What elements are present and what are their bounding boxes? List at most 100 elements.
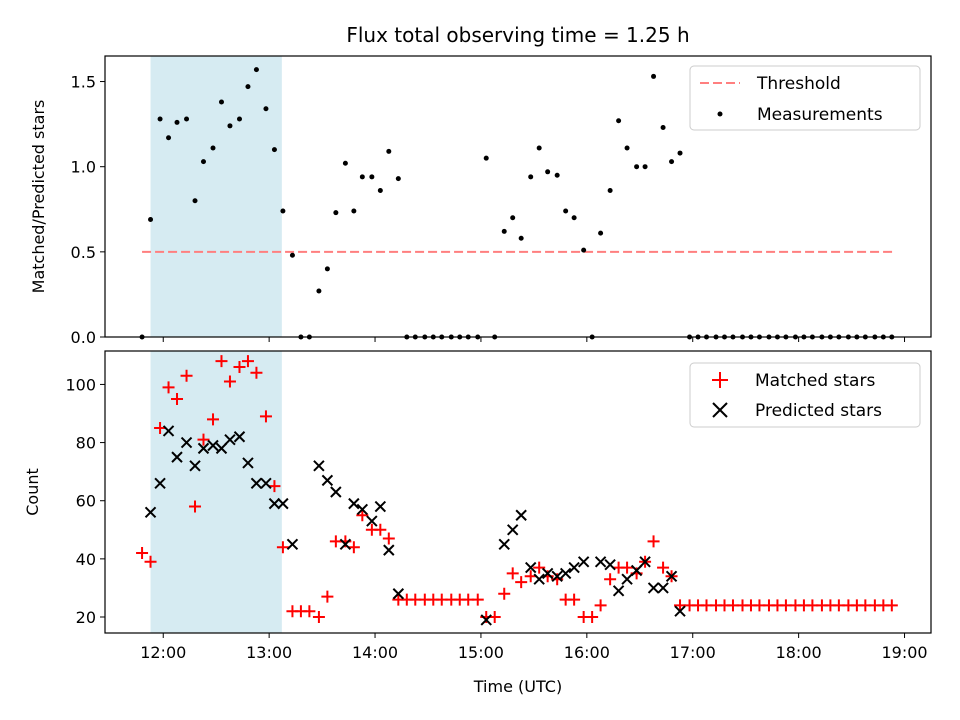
matched-star-point [303, 605, 316, 618]
matched-star-point [594, 599, 607, 612]
measurement-point [174, 119, 180, 125]
matched-star-point [568, 593, 581, 606]
measurement-point [200, 159, 206, 165]
predicted-star-point [189, 460, 201, 472]
predicted-stars-points [144, 425, 686, 626]
x-axis-label: Time (UTC) [473, 677, 562, 696]
matched-star-point [241, 355, 254, 368]
predicted-star-point [250, 477, 263, 489]
matched-star-point [312, 611, 325, 624]
measurement-point [236, 116, 242, 122]
measurement-point [386, 148, 392, 154]
matched-star-point [488, 611, 501, 624]
measurement-point [369, 174, 375, 180]
measurement-point [263, 106, 269, 112]
predicted-star-point [568, 561, 580, 574]
x-tick-label: 18:00 [776, 643, 822, 662]
measurement-point [607, 188, 613, 194]
measurement-point [642, 164, 648, 170]
count-axes-frame [104, 350, 932, 634]
ratio-y-ticks: 0.0 0.5 1.0 1.5 [71, 73, 105, 347]
predicted-legend-swatch [712, 402, 728, 418]
measurement-point [184, 116, 190, 122]
measurement-point [545, 169, 551, 175]
threshold-legend-label: Threshold [756, 74, 841, 94]
matched-star-point [321, 590, 334, 603]
matched-star-point [524, 570, 537, 583]
y-tick-label: 1.0 [71, 158, 96, 177]
matched-star-point [197, 433, 210, 446]
measurement-point [669, 159, 675, 165]
predicted-star-point [277, 497, 289, 510]
ratio-legend: Threshold Measurements [689, 65, 921, 131]
measurement-point [616, 118, 622, 124]
predicted-star-point [321, 474, 334, 487]
predicted-star-point [525, 561, 537, 574]
observing-window-span [150, 56, 282, 337]
measurement-point [563, 208, 569, 214]
matched-star-point [533, 561, 546, 574]
count-y-ticks: 20 40 60 80 100 [65, 375, 105, 627]
measurement-point [210, 145, 216, 151]
measurements-legend-swatch [717, 111, 723, 117]
ratio-x-ticks [162, 337, 906, 342]
matched-star-point [471, 593, 484, 606]
matched-star-point [347, 541, 360, 554]
matched-star-point [498, 587, 511, 600]
matched-star-point [207, 413, 220, 426]
measurement-point [510, 215, 516, 221]
measurement-point [342, 160, 348, 166]
measurements-legend-label: Measurements [757, 105, 883, 125]
predicted-star-point [541, 567, 554, 580]
measurement-point [677, 150, 683, 156]
chart-title: Flux total observing time = 1.25 h [346, 23, 689, 47]
predicted-star-point [366, 515, 378, 527]
matched-star-point [250, 366, 263, 379]
x-tick-label: 12:00 [140, 643, 186, 662]
matched-star-point [621, 561, 634, 574]
matched-star-point [647, 535, 660, 548]
matched-legend-swatch [712, 372, 728, 388]
predicted-legend-label: Predicted stars [755, 401, 882, 421]
predicted-star-point [657, 582, 669, 594]
matched-star-point [180, 369, 193, 382]
matched-star-point [144, 555, 157, 568]
measurement-point [166, 135, 172, 141]
predicted-star-point [480, 614, 492, 626]
matched-star-point [276, 541, 289, 554]
measurement-point [651, 73, 657, 79]
predicted-star-point [215, 442, 228, 455]
count-panel: 20 40 60 80 100 12:00 13:00 14:00 15:00 16:00 17:… [23, 350, 932, 696]
ratio-legend-box [689, 65, 921, 131]
x-tick-label: 15:00 [458, 643, 504, 662]
y-tick-label: 1.5 [71, 73, 96, 92]
measurement-point [157, 116, 163, 122]
x-tick-label: 17:00 [670, 643, 716, 662]
ratio-y-axis-label: Matched/Predicted stars [29, 100, 48, 294]
predicted-star-point [515, 509, 527, 521]
predicted-star-point [260, 477, 272, 489]
measurement-point [528, 174, 534, 180]
matched-star-point [233, 360, 246, 373]
measurement-point [359, 174, 365, 180]
predicted-star-point [639, 556, 651, 568]
predicted-star-point [313, 460, 325, 472]
measurement-point [518, 235, 524, 241]
matched-star-point [604, 573, 617, 586]
predicted-star-point [162, 425, 175, 437]
predicted-star-point [630, 564, 643, 577]
x-tick-label: 16:00 [564, 643, 610, 662]
measurement-point [271, 147, 277, 153]
predicted-star-point [180, 436, 193, 449]
predicted-star-point [356, 503, 369, 516]
predicted-star-point [498, 538, 510, 551]
matched-star-point [885, 599, 898, 612]
x-tick-label: 14:00 [352, 643, 398, 662]
measurement-point [598, 230, 604, 236]
predicted-star-point [392, 588, 405, 600]
y-tick-label: 0.0 [71, 328, 96, 347]
measurement-point [280, 208, 286, 214]
matched-star-point [171, 392, 184, 405]
predicted-star-point [374, 500, 387, 513]
predicted-star-point [144, 506, 157, 519]
